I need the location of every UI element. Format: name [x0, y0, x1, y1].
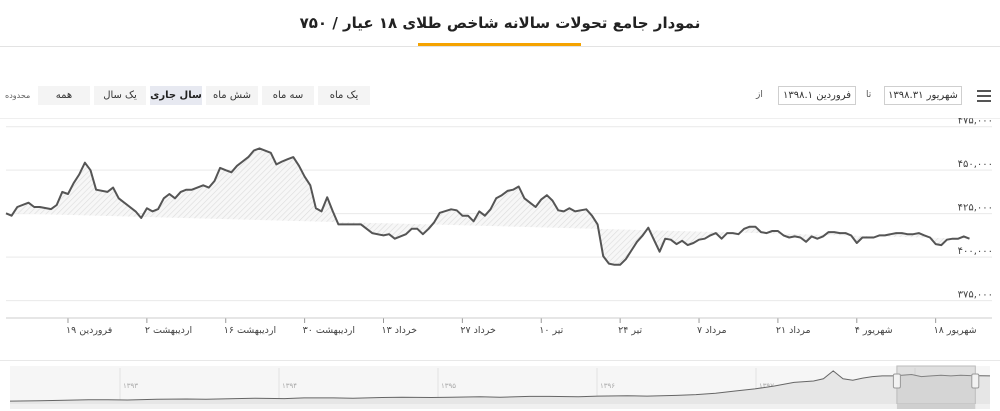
price-series-line [5, 147, 970, 266]
x-tick-label: مرداد ۲۱ [776, 325, 811, 336]
navigator-year-label: ۱۳۹۷ [759, 382, 774, 390]
navigator-year-label: ۱۳۹۶ [600, 382, 615, 390]
y-tick-label: ۴۰۰,۰۰۰ [958, 246, 993, 257]
range-button-three-months[interactable]: سه ماه [262, 86, 314, 105]
range-button-current-year[interactable]: سال جاری [150, 86, 202, 105]
navigator-year-label: ۱۳۹۵ [441, 382, 456, 390]
y-tick-label: ۴۵۰,۰۰۰ [958, 159, 993, 170]
x-tick-label: شهریور ۱۸ [934, 325, 977, 336]
x-tick-label: مرداد ۷ [697, 325, 727, 336]
navigator[interactable]: ۱۳۹۳۱۳۹۴۱۳۹۵۱۳۹۶۱۳۹۷۱۳۹۸ [0, 360, 1000, 410]
navigator-selection[interactable] [896, 365, 976, 405]
to-date-input[interactable]: شهریور ۱۳۹۸.۳۱ [884, 86, 962, 105]
hamburger-menu-icon[interactable] [977, 90, 991, 102]
y-tick-label: ۴۲۵,۰۰۰ [958, 203, 993, 214]
x-tick-label: شهریور ۴ [855, 325, 893, 336]
range-button-one-year[interactable]: یک سال [94, 86, 146, 105]
chart-top-rule [0, 118, 1000, 119]
x-tick-label: اردیبهشت ۱۶ [224, 325, 276, 336]
zoom-label: محدوده [5, 91, 31, 100]
page-title: نمودار جامع تحولات سالانه شاخص طلای ۱۸ ع… [299, 14, 701, 32]
scrollbar-thumb[interactable] [896, 404, 976, 409]
range-toolbar: محدوده همه یک سال سال جاری شش ماه سه ماه… [0, 84, 1000, 108]
scrollbar-track[interactable] [10, 404, 990, 409]
from-label: از [756, 90, 763, 100]
x-tick-label: خرداد ۲۷ [460, 325, 496, 336]
navigator-handle[interactable] [971, 373, 980, 389]
to-label: تا [866, 90, 872, 100]
x-tick-label: تیر ۱۰ [539, 325, 563, 336]
x-tick-label: اردیبهشت ۳۰ [303, 325, 355, 336]
navigator-handle[interactable] [892, 373, 901, 389]
from-date-input[interactable]: فروردین ۱۳۹۸.۱ [778, 86, 856, 105]
x-tick-label: فروردین ۱۹ [66, 325, 112, 336]
title-underline [418, 43, 581, 46]
price-chart: ۴۷۵,۰۰۰ ۴۵۰,۰۰۰ ۴۲۵,۰۰۰ ۴۰۰,۰۰۰ ۳۷۵,۰۰۰ فرور… [5, 118, 993, 336]
range-button-all[interactable]: همه [38, 86, 90, 105]
title-divider [0, 46, 1000, 47]
x-tick-label: اردیبهشت ۲ [145, 325, 192, 336]
price-area [6, 148, 970, 265]
range-button-six-months[interactable]: شش ماه [206, 86, 258, 105]
x-tick-label: خرداد ۱۳ [381, 325, 417, 336]
navigator-year-label: ۱۳۹۳ [123, 382, 138, 390]
x-tick-label: تیر ۲۴ [618, 325, 642, 336]
y-tick-label: ۴۷۵,۰۰۰ [958, 118, 993, 127]
y-tick-label: ۳۷۵,۰۰۰ [958, 290, 993, 301]
navigator-year-label: ۱۳۹۴ [282, 382, 297, 390]
title-bar: نمودار جامع تحولات سالانه شاخص طلای ۱۸ ع… [0, 0, 1000, 47]
range-button-one-month[interactable]: یک ماه [318, 86, 370, 105]
